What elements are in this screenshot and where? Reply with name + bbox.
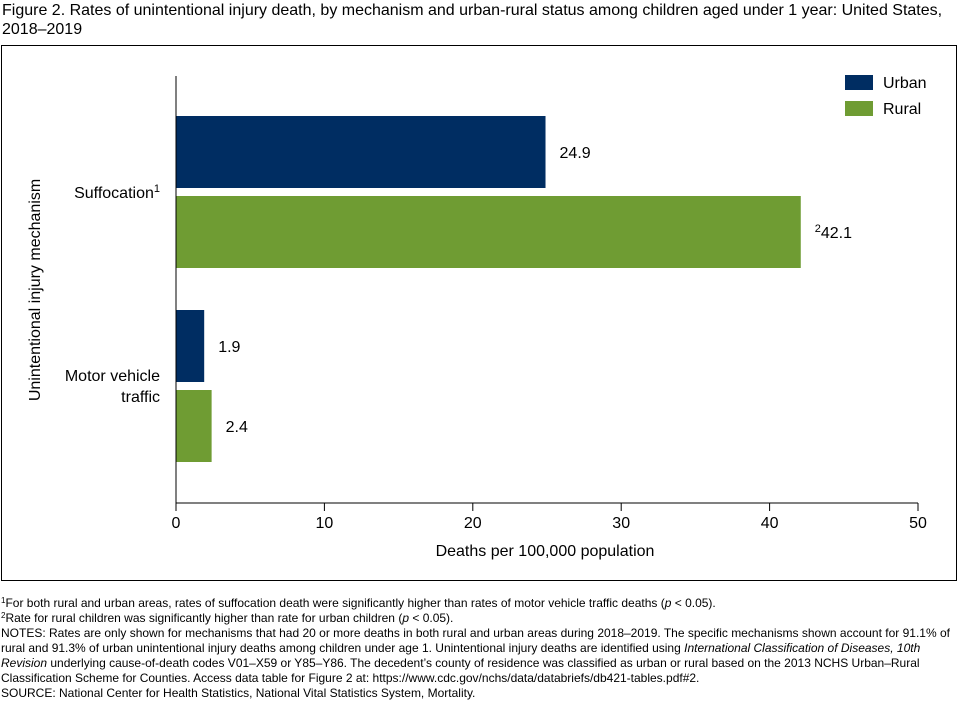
figure-title: Figure 2. Rates of unintentional injury … [2, 2, 943, 38]
x-tick-label-50: 50 [909, 515, 927, 532]
category-label-2-line-2: traffic [121, 389, 160, 406]
bars-group [176, 116, 801, 462]
bar-rural-1 [176, 196, 801, 268]
bar-urban-2 [176, 310, 205, 382]
y-axis-title: Unintentional injury mechanism [27, 179, 44, 401]
x-tick-label-10: 10 [316, 515, 334, 532]
bar-rural-2 [176, 390, 212, 462]
footnotes: 1For both rural and urban areas, rates o… [1, 596, 959, 701]
chart-frame [1, 45, 957, 581]
x-tick-label-30: 30 [612, 515, 630, 532]
footnote-1: 1For both rural and urban areas, rates o… [1, 596, 716, 610]
legend-label-rural: Rural [883, 101, 921, 118]
x-tick-label-0: 0 [172, 515, 181, 532]
value-labels-group: 24.9 242.1 1.9 2.4 [218, 145, 852, 436]
category-labels-group: Suffocation1 Motor vehicle traffic [65, 183, 160, 406]
legend-swatch-urban [845, 75, 873, 90]
x-tick-label-20: 20 [464, 515, 482, 532]
footnote-2: 2Rate for rural children was significant… [1, 611, 454, 625]
value-label-urban-1: 24.9 [560, 145, 591, 162]
legend-label-urban: Urban [883, 75, 927, 92]
notes-text: NOTES: Rates are only shown for mechanis… [1, 626, 950, 685]
category-label-2-line-1: Motor vehicle [65, 368, 160, 385]
x-tick-label-40: 40 [761, 515, 779, 532]
x-axis-title: Deaths per 100,000 population [436, 543, 655, 560]
value-label-urban-2: 1.9 [218, 339, 240, 356]
value-label-rural-1: 242.1 [815, 223, 852, 242]
source-text: SOURCE: National Center for Health Stati… [1, 686, 476, 700]
legend: Urban Rural [845, 75, 927, 118]
category-label-1: Suffocation1 [74, 183, 160, 202]
legend-swatch-rural [845, 101, 873, 116]
axes-group: 0 10 20 30 40 50 [172, 76, 927, 532]
bar-urban-1 [176, 116, 546, 188]
bar-chart: 24.9 242.1 1.9 2.4 0 10 20 30 40 50 Suffocation1… [27, 75, 927, 560]
value-label-rural-2: 2.4 [226, 419, 248, 436]
